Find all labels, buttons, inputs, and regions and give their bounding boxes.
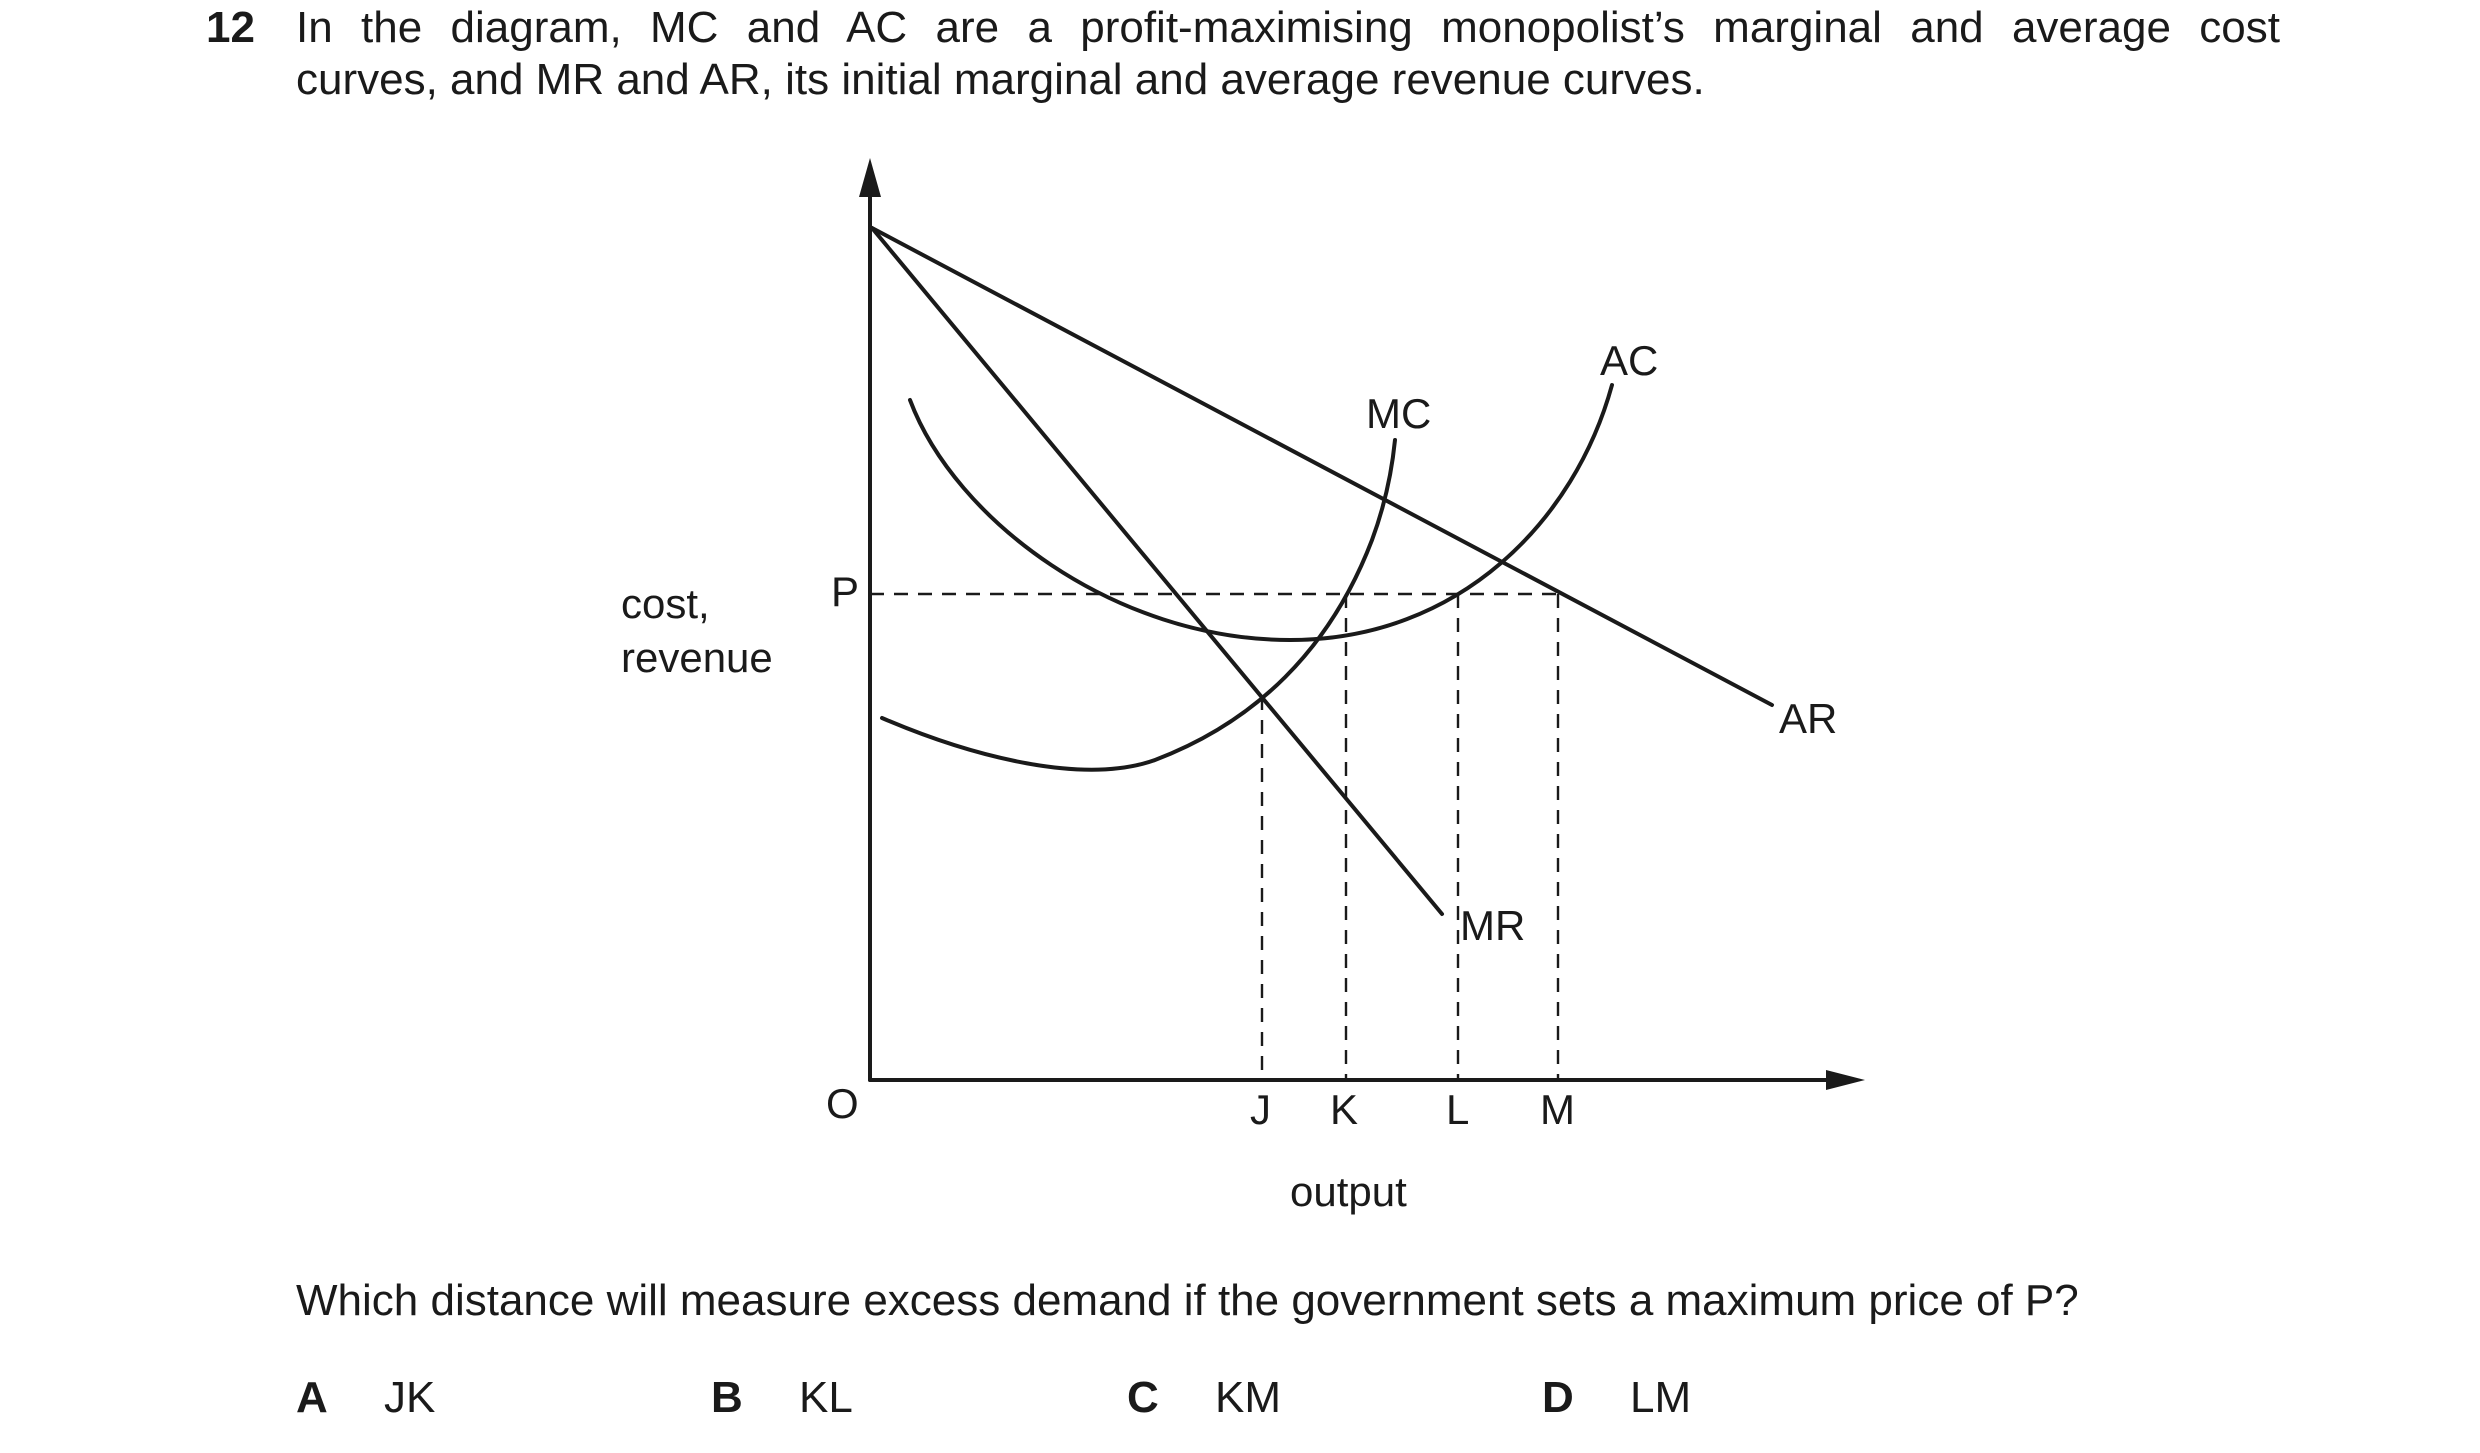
output-j-label: J <box>1250 1086 1271 1133</box>
mr-label: MR <box>1460 902 1525 949</box>
mr-curve <box>870 226 1444 916</box>
output-m-label: M <box>1540 1086 1575 1133</box>
y-axis-arrowhead <box>859 158 881 197</box>
price-p-label: P <box>831 568 859 615</box>
ac-curve <box>908 383 1614 643</box>
ar-label: AR <box>1779 695 1837 742</box>
output-k-label: K <box>1330 1086 1358 1133</box>
mc-label: MC <box>1366 390 1431 437</box>
question-stem: In the diagram, MC and AC are a profit-m… <box>296 2 2280 106</box>
y-axis-label-line-2: revenue <box>621 634 773 681</box>
question-stem-line-1: In the diagram, MC and AC are a profit-m… <box>296 3 2280 52</box>
origin-label: O <box>826 1080 859 1127</box>
question-number: 12 <box>206 3 255 52</box>
option-c-letter: C <box>1127 1373 1159 1422</box>
option-d[interactable]: D LM <box>1542 1372 1691 1424</box>
option-c-text: KM <box>1215 1373 1281 1422</box>
mc-curve <box>880 438 1397 772</box>
output-l-label: L <box>1446 1086 1469 1133</box>
x-axis-arrowhead <box>1826 1070 1865 1090</box>
option-a[interactable]: A JK <box>296 1372 435 1424</box>
option-b-letter: B <box>711 1373 743 1422</box>
x-axis-label: output <box>1290 1168 1407 1215</box>
option-d-letter: D <box>1542 1373 1574 1422</box>
ac-label: AC <box>1600 337 1658 384</box>
ar-curve <box>870 226 1774 707</box>
option-b[interactable]: B KL <box>711 1372 853 1424</box>
option-c[interactable]: C KM <box>1127 1372 1281 1424</box>
option-a-letter: A <box>296 1373 328 1422</box>
y-axis-label-line-1: cost, <box>621 580 710 627</box>
option-d-text: LM <box>1630 1373 1692 1422</box>
option-a-text: JK <box>384 1373 436 1422</box>
option-b-text: KL <box>799 1373 853 1422</box>
question-stem-line-2: curves, and MR and AR, its initial margi… <box>296 55 1705 104</box>
question-prompt: Which distance will measure excess deman… <box>296 1276 2079 1325</box>
